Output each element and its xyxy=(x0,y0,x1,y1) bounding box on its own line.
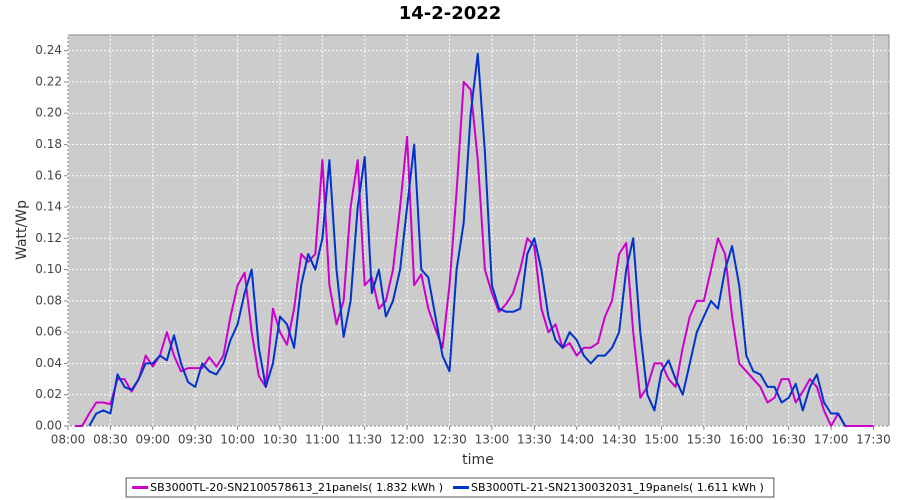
legend-label: SB3000TL-20-SN2100578613_21panels( 1.832… xyxy=(150,481,443,494)
legend: SB3000TL-20-SN2100578613_21panels( 1.832… xyxy=(125,477,775,498)
x-axis-label: time xyxy=(462,452,494,468)
x-tick-label: 11:30 xyxy=(347,433,382,447)
x-tick-label: 10:30 xyxy=(263,433,298,447)
x-tick-label: 16:00 xyxy=(729,433,764,447)
plot-area xyxy=(67,34,890,427)
x-tick-label: 14:00 xyxy=(559,433,594,447)
x-tick-label: 09:00 xyxy=(135,433,170,447)
x-tick-label: 17:00 xyxy=(814,433,849,447)
x-tick-label: 09:30 xyxy=(178,433,213,447)
y-tick-label: 0.10 xyxy=(35,262,62,276)
y-tick-label: 0.14 xyxy=(35,200,62,214)
x-tick-label: 08:30 xyxy=(93,433,128,447)
y-tick-label: 0.00 xyxy=(35,419,62,433)
series-line xyxy=(75,80,874,427)
y-tick-label: 0.18 xyxy=(35,137,62,151)
y-tick-label: 0.06 xyxy=(35,325,62,339)
y-tick-label: 0.12 xyxy=(35,231,62,245)
series xyxy=(75,52,874,427)
x-tick-label: 17:30 xyxy=(856,433,891,447)
series-line xyxy=(88,52,847,427)
x-tick-label: 08:00 xyxy=(51,433,86,447)
y-tick-label: 0.24 xyxy=(35,43,62,57)
x-tick-label: 10:00 xyxy=(220,433,255,447)
x-tick-label: 12:00 xyxy=(390,433,425,447)
legend-label: SB3000TL-21-SN2130032031_19panels( 1.611… xyxy=(471,481,764,494)
x-tick-label: 13:30 xyxy=(517,433,552,447)
x-tick-label: 16:30 xyxy=(771,433,806,447)
y-tick-label: 0.08 xyxy=(35,293,62,307)
x-tick-label: 14:30 xyxy=(602,433,637,447)
x-tick-label: 13:00 xyxy=(475,433,510,447)
legend-box xyxy=(125,477,775,498)
y-tick-label: 0.16 xyxy=(35,168,62,182)
y-tick-label: 0.02 xyxy=(35,387,62,401)
chart-title: 14-2-2022 xyxy=(399,3,502,24)
y-tick-label: 0.20 xyxy=(35,106,62,120)
y-tick-label: 0.04 xyxy=(35,356,62,370)
x-tick-label: 11:00 xyxy=(305,433,340,447)
y-tick-label: 0.22 xyxy=(35,74,62,88)
x-tick-label: 12:30 xyxy=(432,433,467,447)
y-axis-label: Watt/Wp xyxy=(14,200,30,260)
x-tick-label: 15:30 xyxy=(687,433,722,447)
x-tick-label: 15:00 xyxy=(644,433,679,447)
